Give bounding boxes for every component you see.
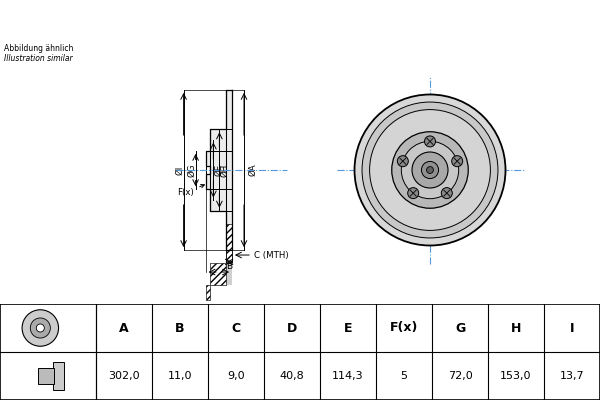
Text: 40,8: 40,8 <box>280 371 304 381</box>
Circle shape <box>427 166 433 174</box>
Polygon shape <box>206 90 232 250</box>
Text: F(x): F(x) <box>178 184 205 197</box>
Circle shape <box>421 162 439 178</box>
Polygon shape <box>226 323 232 344</box>
Text: 153,0: 153,0 <box>500 371 532 381</box>
Circle shape <box>452 156 463 167</box>
Text: D: D <box>215 272 222 281</box>
Circle shape <box>392 132 468 208</box>
Text: ØA: ØA <box>248 164 257 176</box>
Polygon shape <box>206 308 211 323</box>
Text: ØI: ØI <box>175 165 184 175</box>
Circle shape <box>22 310 59 346</box>
Circle shape <box>30 318 50 338</box>
Text: 5: 5 <box>401 371 407 381</box>
Circle shape <box>412 152 448 188</box>
Text: B: B <box>175 322 185 334</box>
Text: 114,3: 114,3 <box>332 371 364 381</box>
Bar <box>38 368 54 384</box>
Circle shape <box>355 94 505 246</box>
Circle shape <box>401 141 458 199</box>
Text: D: D <box>287 322 297 334</box>
Text: ØH: ØH <box>220 163 229 177</box>
Text: 11,0: 11,0 <box>168 371 192 381</box>
Circle shape <box>441 188 452 199</box>
Text: ØE: ØE <box>214 164 223 176</box>
Text: 411165: 411165 <box>383 11 458 29</box>
Text: Abbildung ähnlich: Abbildung ähnlich <box>4 44 73 53</box>
Polygon shape <box>226 264 232 285</box>
Circle shape <box>362 102 498 238</box>
Text: 13,7: 13,7 <box>560 371 584 381</box>
Text: I: I <box>570 322 574 334</box>
Text: H: H <box>511 322 521 334</box>
Text: 24.0111-0165.1: 24.0111-0165.1 <box>143 11 301 29</box>
Circle shape <box>37 324 44 332</box>
Text: Illustration similar: Illustration similar <box>4 54 73 63</box>
Text: 9,0: 9,0 <box>227 371 245 381</box>
Circle shape <box>370 110 490 230</box>
Text: 302,0: 302,0 <box>108 371 140 381</box>
Text: C: C <box>232 322 241 334</box>
Circle shape <box>425 136 436 147</box>
Text: G: G <box>455 322 465 334</box>
Circle shape <box>397 156 409 167</box>
Circle shape <box>408 188 419 199</box>
Text: 72,0: 72,0 <box>448 371 472 381</box>
Bar <box>206 166 211 174</box>
Polygon shape <box>206 285 211 300</box>
Text: E: E <box>344 322 352 334</box>
Text: F(x): F(x) <box>390 322 418 334</box>
Bar <box>53 362 64 390</box>
Polygon shape <box>226 224 232 264</box>
Polygon shape <box>211 323 226 344</box>
Polygon shape <box>211 264 226 285</box>
Text: C (MTH): C (MTH) <box>254 250 289 260</box>
Text: B: B <box>226 262 232 271</box>
Text: ØG: ØG <box>187 163 196 177</box>
Polygon shape <box>226 344 232 384</box>
Text: A: A <box>119 322 129 334</box>
